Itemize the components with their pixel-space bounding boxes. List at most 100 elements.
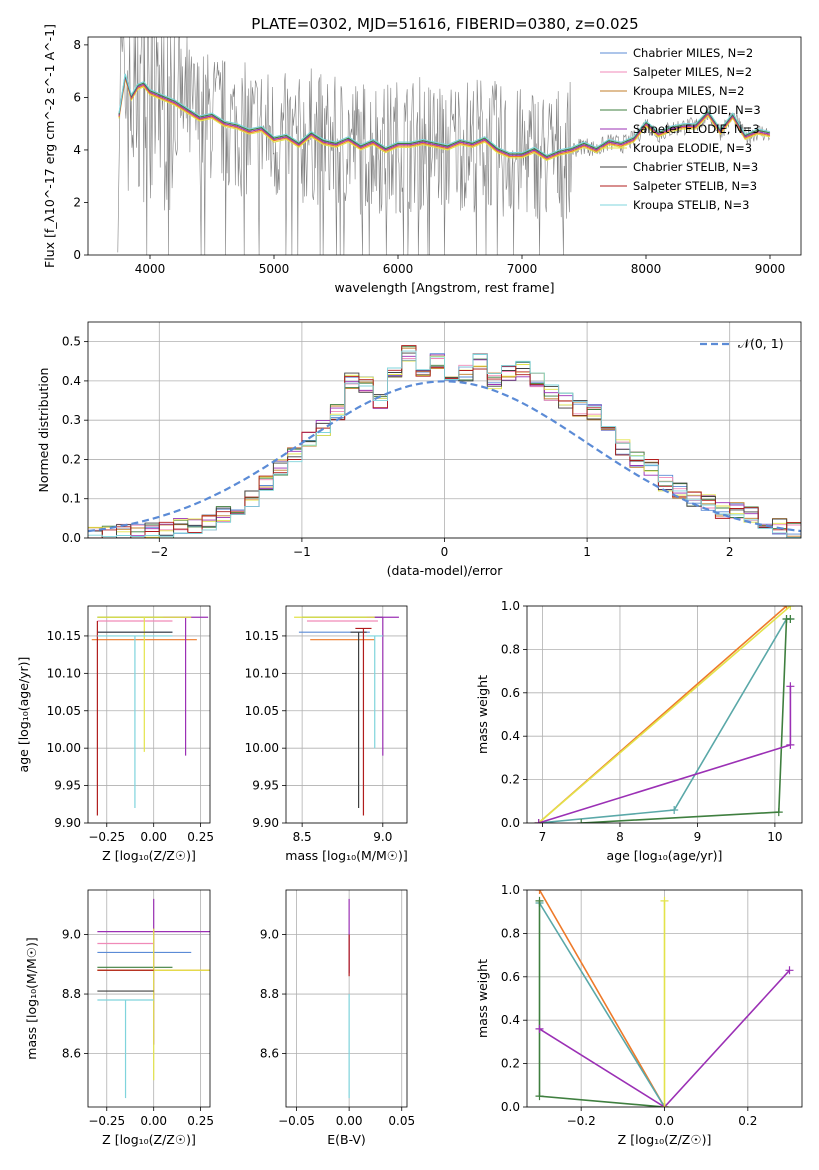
mass-vs-Z-plot-area (88, 890, 210, 1107)
spectrum-frame (87, 36, 802, 256)
x-axis-label: E(B-V) (327, 1132, 366, 1147)
legend-label: 𝒩(0, 1) (738, 336, 784, 351)
x-tick-label: 4000 (135, 262, 166, 276)
age-vs-Z-axes: −0.25 0.00 0.25 9.90 9.95 10.00 10.05 10.10 10.1… (16, 605, 214, 863)
y-tick-label: 1.0 (501, 599, 520, 613)
x-tick-label: 2 (726, 545, 734, 559)
y-tick-label: 0.2 (501, 1057, 520, 1071)
y-tick-label: 0.6 (501, 970, 520, 984)
legend-label: Chabrier STELIB, N=3 (633, 160, 758, 174)
weight-marker (535, 896, 544, 905)
weight-vs-age-axes: 7 8 9 10 0.0 0.2 0.4 0.6 0.8 1.0 age [log₁₀(age/yr… (475, 599, 803, 863)
x-tick-label: 7 (539, 830, 547, 844)
mass-vs-ebv-frame (285, 889, 408, 1108)
y-tick-label: 10.10 (245, 666, 279, 680)
mass-vs-Z-marks (97, 898, 210, 1099)
y-tick-label: 2 (73, 195, 81, 209)
weight-vs-Z-marks (535, 890, 794, 1107)
x-tick-label: −1 (293, 545, 311, 559)
model-spectrum-line-salpeter_elodie (118, 76, 771, 159)
y-tick-label: 0.6 (501, 686, 520, 700)
x-tick-label: −2 (150, 545, 168, 559)
y-axis-label: age [log₁₀(age/yr)] (16, 657, 31, 773)
point-salpeter_elodie (366, 616, 399, 756)
y-tick-label: 10.05 (245, 704, 279, 718)
age-vs-mass-plot-area (286, 606, 407, 824)
x-tick-label: 9000 (755, 262, 786, 276)
y-tick-label: 8.8 (62, 987, 81, 1001)
legend-label: Kroupa STELIB, N=3 (633, 198, 750, 212)
point-kroupa_stelib (97, 999, 154, 1099)
point-kroupa_stelib (366, 635, 383, 749)
x-tick-label: 9 (694, 830, 702, 844)
x-tick-label: 8.5 (293, 830, 312, 844)
x-tick-label: 0.2 (738, 1114, 757, 1128)
x-tick-label: −0.25 (88, 1114, 125, 1128)
y-tick-label: 0.5 (62, 335, 81, 349)
legend-label: Salpeter STELIB, N=3 (633, 179, 757, 193)
y-tick-label: 8.6 (260, 1046, 279, 1060)
weight-marker (786, 682, 795, 691)
x-tick-label: 0.05 (388, 1114, 415, 1128)
weight-marker (535, 1092, 544, 1101)
mass-vs-ebv-plot-area (286, 890, 407, 1107)
age-vs-mass-marks (294, 616, 399, 816)
point-chabrier_stelib (350, 631, 367, 809)
weight-line-teal (538, 902, 666, 1107)
y-tick-label: 10.00 (245, 741, 279, 755)
spectrum-title: PLATE=0302, MJD=51616, FIBERID=0380, z=0… (251, 15, 638, 33)
x-tick-label: 6000 (383, 262, 414, 276)
y-tick-label: 10.10 (47, 666, 81, 680)
y-tick-label: 0.0 (501, 1100, 520, 1114)
age-vs-Z-marks (91, 616, 209, 816)
weight-marker (535, 1024, 544, 1033)
residuals-frame (87, 321, 802, 539)
weight-marker (786, 740, 795, 749)
y-axis-label: Normed distribution (36, 368, 51, 493)
x-tick-label: 10 (767, 830, 782, 844)
weight-vs-age-frame (526, 605, 803, 824)
x-tick-label: 0.00 (140, 1114, 167, 1128)
x-tick-label: 5000 (259, 262, 290, 276)
y-axis-label: mass weight (475, 959, 490, 1038)
x-axis-label: Z [log₁₀(Z/Z☉)] (102, 848, 196, 863)
weight-marker (786, 606, 795, 610)
legend-label: Kroupa MILES, N=2 (633, 84, 745, 98)
weight-line-salpeter_elodie (539, 969, 791, 1107)
y-tick-label: 9.0 (260, 928, 279, 942)
residuals-axes: −2 −1 0 1 2 0.0 0.1 0.2 0.3 0.4 0.5 (data-model)/er… (36, 321, 802, 578)
y-tick-label: 10.15 (245, 629, 279, 643)
legend-label: Salpeter ELODIE, N=3 (633, 122, 760, 136)
point-kroupa_elodie (97, 616, 192, 752)
y-tick-label: 9.90 (54, 816, 81, 830)
point-salpeter_elodie (163, 616, 209, 756)
y-tick-label: 1.0 (501, 883, 520, 897)
x-tick-label: −0.2 (567, 1114, 596, 1128)
y-tick-label: 0.1 (62, 492, 81, 506)
x-tick-label: 0.25 (187, 830, 214, 844)
residuals-marks (88, 345, 801, 538)
legend-label: Chabrier MILES, N=2 (633, 46, 753, 60)
spectrum-axes: 4000 5000 6000 7000 8000 9000 0 2 4 6 8 wavelength … (42, 24, 802, 295)
y-tick-label: 0.4 (501, 1013, 520, 1027)
legend-label: Kroupa ELODIE, N=3 (633, 141, 752, 155)
x-tick-label: −0.25 (88, 830, 125, 844)
mass-vs-Z-axes: −0.25 0.00 0.25 8.6 8.8 9.0 Z [log₁₀(Z/Z☉)] mas… (24, 889, 214, 1147)
weight-line-kroupa_elodie (538, 606, 791, 823)
y-tick-label: 0.4 (62, 374, 81, 388)
model-spectrum-line-kroupa_elodie (118, 78, 771, 162)
mass-vs-ebv-axes: −0.05 0.00 0.05 8.6 8.8 9.0 E(B-V) (260, 889, 415, 1147)
y-tick-label: 10.00 (47, 741, 81, 755)
y-axis-label: mass [log₁₀(M/M☉)] (24, 937, 39, 1059)
spectrum-legend: Chabrier MILES, N=2 Salpeter MILES, N=2 Kr… (600, 46, 761, 212)
y-tick-label: 0.4 (501, 729, 520, 743)
y-tick-label: 10.15 (47, 629, 81, 643)
weight-marker (786, 615, 795, 624)
y-tick-label: 9.90 (252, 816, 279, 830)
age-vs-Z-plot-area (88, 606, 210, 824)
weight-marker (670, 805, 679, 814)
y-tick-label: 8.8 (260, 987, 279, 1001)
y-axis-label: Flux [f_λ10^-17 erg cm^-2 s^-1 A^-1] (42, 24, 57, 268)
mass-vs-Z-frame (87, 889, 211, 1108)
